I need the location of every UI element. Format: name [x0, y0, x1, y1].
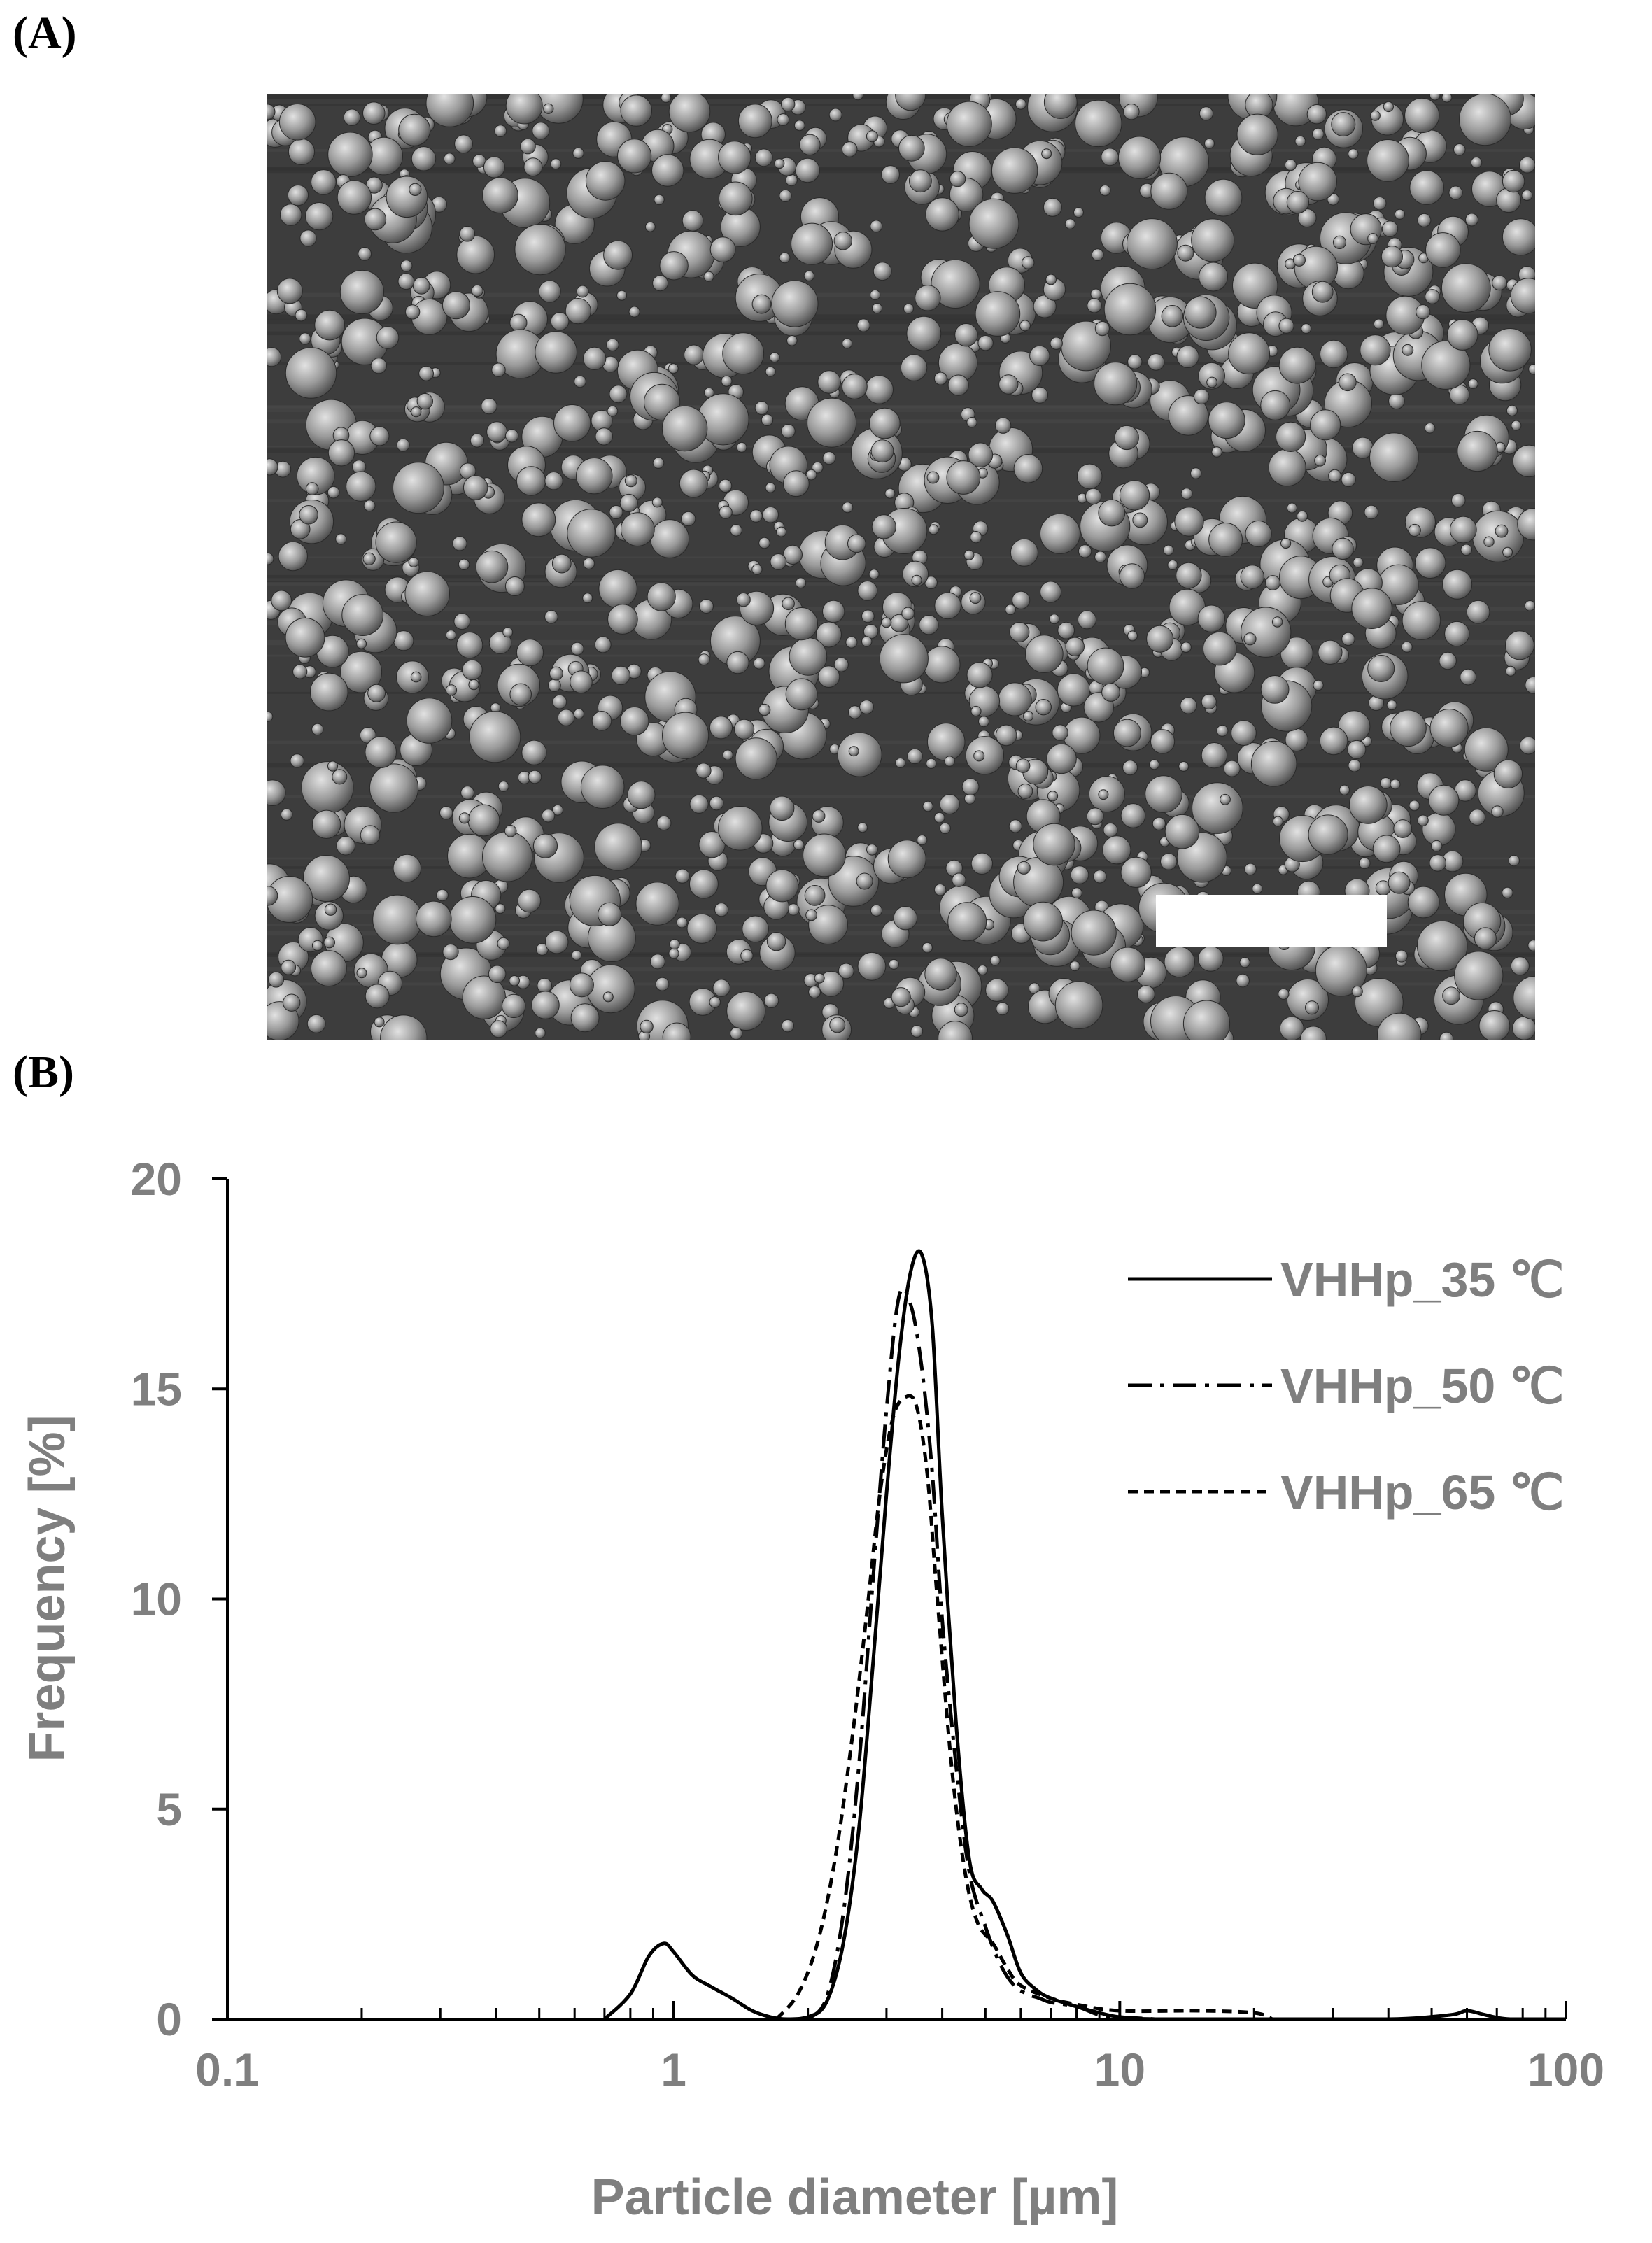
y-tick-label: 10 — [131, 1573, 182, 1625]
x-tick-label: 1 — [661, 2044, 686, 2095]
sem-micrograph — [267, 94, 1535, 1040]
y-axis-title: Frequency [%] — [20, 1415, 76, 1762]
y-tick-label: 20 — [131, 1153, 182, 1205]
series-line-2 — [806, 1286, 1155, 2021]
x-tick-label: 10 — [1094, 2044, 1145, 2095]
y-tick-label: 15 — [131, 1363, 182, 1415]
series-line-3 — [775, 1394, 1273, 2021]
legend-label-2: VHHp_50 ℃ — [1280, 1359, 1564, 1413]
x-axis-title: Particle diameter [µm] — [591, 2170, 1119, 2226]
panel-b-label: (B) — [13, 1047, 74, 1098]
sem-particles-image — [267, 94, 1535, 1040]
x-tick-label: 0.1 — [195, 2044, 260, 2095]
legend: VHHp_35 ℃ VHHp_50 ℃ VHHp_65 ℃ — [1128, 1252, 1564, 1520]
sem-particles — [267, 94, 1535, 1040]
panel-a-label: (A) — [13, 8, 77, 59]
series-line-1 — [603, 1249, 1566, 2021]
scale-bar — [1156, 895, 1387, 947]
legend-label-1: VHHp_35 ℃ — [1280, 1252, 1564, 1307]
x-tick-label: 100 — [1527, 2044, 1604, 2095]
y-tick-label: 0 — [156, 1993, 182, 2045]
series-layer — [603, 1249, 1566, 2021]
legend-label-3: VHHp_65 ℃ — [1280, 1465, 1564, 1520]
y-tick-label: 5 — [156, 1783, 182, 1835]
